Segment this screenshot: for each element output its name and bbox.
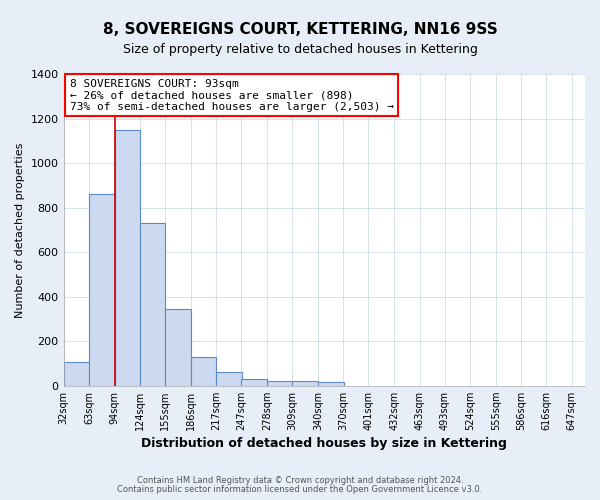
Bar	[241, 379, 267, 386]
Bar	[217, 372, 242, 386]
Bar	[64, 362, 89, 386]
Text: Contains HM Land Registry data © Crown copyright and database right 2024.: Contains HM Land Registry data © Crown c…	[137, 476, 463, 485]
Y-axis label: Number of detached properties: Number of detached properties	[15, 142, 25, 318]
Text: 8, SOVEREIGNS COURT, KETTERING, NN16 9SS: 8, SOVEREIGNS COURT, KETTERING, NN16 9SS	[103, 22, 497, 38]
Bar	[267, 381, 292, 386]
X-axis label: Distribution of detached houses by size in Kettering: Distribution of detached houses by size …	[142, 437, 507, 450]
Bar	[191, 357, 217, 386]
Bar	[89, 194, 115, 386]
Text: 8 SOVEREIGNS COURT: 93sqm
← 26% of detached houses are smaller (898)
73% of semi: 8 SOVEREIGNS COURT: 93sqm ← 26% of detac…	[70, 78, 394, 112]
Bar	[140, 223, 165, 386]
Bar	[165, 309, 191, 386]
Text: Contains public sector information licensed under the Open Government Licence v3: Contains public sector information licen…	[118, 484, 482, 494]
Bar	[115, 130, 140, 386]
Bar	[318, 382, 344, 386]
Text: Size of property relative to detached houses in Kettering: Size of property relative to detached ho…	[122, 42, 478, 56]
Bar	[292, 381, 318, 386]
